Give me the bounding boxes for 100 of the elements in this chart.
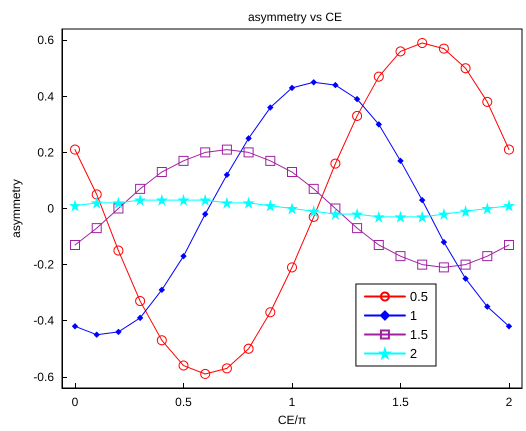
point	[178, 156, 189, 166]
point	[504, 200, 514, 211]
point	[417, 260, 428, 270]
point	[438, 44, 449, 54]
point	[156, 335, 167, 346]
point	[224, 172, 230, 178]
point	[395, 251, 406, 262]
point	[244, 198, 254, 208]
legend-label: 0.5	[410, 289, 428, 304]
point	[287, 167, 297, 178]
point	[417, 212, 428, 222]
legend-label: 2	[410, 346, 418, 361]
x-tick-label: 0.5	[175, 395, 192, 409]
point	[113, 204, 124, 214]
point	[482, 204, 492, 214]
chart-title: asymmetry vs CE	[248, 10, 342, 24]
point	[352, 110, 362, 121]
point	[460, 260, 471, 270]
point	[135, 184, 146, 194]
y-tick-label: 0	[47, 202, 54, 216]
point	[330, 209, 340, 220]
point	[70, 200, 80, 211]
point	[265, 156, 276, 166]
point	[113, 198, 124, 208]
point	[330, 158, 340, 169]
point	[504, 144, 514, 155]
y-tick-label: -0.6	[33, 370, 54, 384]
point	[94, 332, 100, 338]
point	[419, 197, 426, 204]
point	[70, 144, 80, 155]
point	[202, 211, 208, 218]
point	[70, 240, 80, 250]
point	[287, 262, 297, 272]
point	[135, 296, 146, 306]
point	[200, 147, 210, 158]
point	[460, 206, 471, 216]
point	[417, 38, 428, 48]
point	[397, 158, 404, 164]
point	[352, 209, 362, 220]
point	[308, 212, 319, 222]
point	[310, 79, 317, 86]
point	[376, 121, 382, 128]
point	[158, 286, 165, 293]
legend-label: 1	[410, 308, 418, 323]
point	[244, 147, 254, 158]
point	[482, 251, 492, 262]
point	[222, 198, 232, 208]
point	[72, 323, 78, 330]
y-axis-title: asymmetry	[9, 179, 23, 238]
point	[438, 209, 449, 220]
point	[265, 307, 276, 318]
x-tick-label: 1	[288, 395, 296, 409]
point	[308, 206, 319, 216]
point	[222, 144, 232, 155]
point	[200, 368, 210, 379]
point	[246, 135, 252, 142]
y-tick-label: -0.4	[33, 314, 54, 328]
point	[156, 167, 167, 178]
y-tick-label: 0.2	[37, 145, 54, 160]
x-tick-label: 2	[506, 395, 513, 409]
point	[484, 304, 490, 310]
point	[374, 212, 384, 222]
point	[113, 246, 124, 256]
point	[332, 82, 338, 88]
point	[395, 212, 406, 222]
point	[352, 223, 362, 234]
point	[267, 104, 274, 111]
point	[178, 195, 189, 206]
point	[504, 240, 514, 250]
point	[438, 262, 449, 272]
point	[137, 314, 144, 321]
point	[178, 360, 189, 371]
x-tick-label: 1.5	[392, 395, 410, 409]
point	[462, 276, 469, 282]
point	[92, 189, 102, 200]
point	[354, 96, 360, 102]
point	[222, 363, 232, 374]
point	[308, 184, 319, 194]
point	[330, 204, 340, 214]
point	[200, 195, 210, 206]
point	[115, 328, 122, 335]
point	[92, 223, 102, 234]
point	[287, 204, 297, 214]
point	[396, 46, 406, 56]
point	[374, 72, 384, 82]
x-axis-title: CE/π	[278, 413, 306, 427]
point	[289, 84, 295, 91]
point	[135, 195, 146, 206]
legend-label: 1.5	[410, 327, 428, 342]
point	[92, 198, 102, 208]
point	[244, 344, 254, 354]
y-tick-label: -0.2	[33, 258, 54, 272]
point	[482, 96, 492, 107]
point	[440, 239, 447, 246]
x-tick-label: 0	[72, 395, 79, 409]
point	[265, 200, 276, 211]
point	[180, 253, 187, 260]
point	[460, 63, 471, 74]
y-tick-label: 0.6	[37, 33, 54, 48]
y-tick-label: 0.4	[37, 89, 54, 104]
